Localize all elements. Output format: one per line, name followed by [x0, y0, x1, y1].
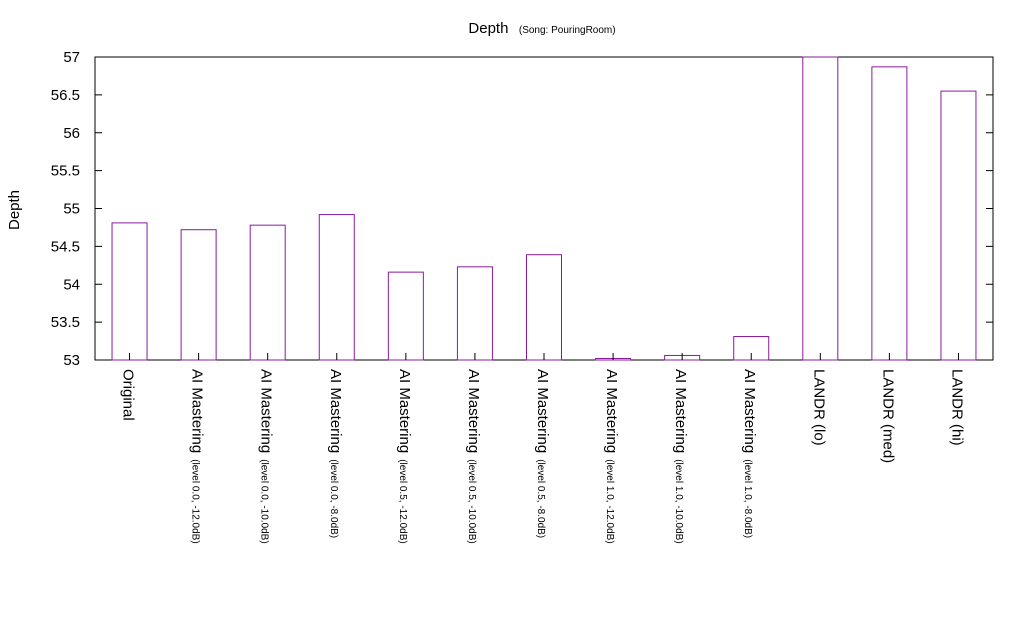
y-tick-label: 56.5: [51, 87, 80, 104]
x-tick-label-main: AI Mastering: [465, 369, 482, 453]
x-tick-label-sub: (level 0.5, -8.0dB): [535, 459, 546, 538]
x-tick-label: AI Mastering (level 1.0, -10.0dB): [672, 369, 689, 544]
bar: [940, 90, 977, 361]
x-tick-label-sub: (level 0.0, -8.0dB): [328, 459, 339, 538]
x-tick-label-main: AI Mastering: [741, 369, 758, 453]
y-tick-label: 55: [63, 201, 80, 218]
y-tick-label: 53.5: [51, 314, 80, 331]
x-tick-label-main: LANDR (med): [879, 369, 896, 463]
bar: [318, 214, 355, 361]
x-tick-label-sub: (level 1.0, -8.0dB): [742, 459, 753, 538]
bars-group: [111, 56, 977, 361]
y-tick-label: 54.5: [51, 238, 80, 255]
x-tick-label-main: AI Mastering: [672, 369, 689, 453]
y-axis: 53 53.5 54 54.5 55 55.5 56 56.5 57: [51, 49, 993, 369]
y-tick-label: 57: [63, 49, 80, 66]
x-tick-label-sub: (level 0.5, -10.0dB): [466, 459, 477, 543]
x-tick-label: LANDR (med): [879, 369, 896, 463]
x-tick-label-sub: (level 0.5, -12.0dB): [397, 459, 408, 544]
x-tick-label-sub: (level 1.0, -10.0dB): [673, 459, 684, 544]
y-tick-label: 53: [63, 352, 80, 369]
x-tick-label: AI Mastering (level 0.0, -8.0dB): [327, 369, 344, 538]
x-tick-label: AI Mastering (level 0.0, -10.0dB): [258, 369, 275, 544]
x-tick-label-main: LANDR (lo): [810, 369, 827, 446]
x-tick-label-sub: (level 1.0, -12.0dB): [604, 459, 615, 544]
chart-subtitle: (Song: PouringRoom): [519, 25, 616, 36]
bar: [180, 229, 217, 361]
x-tick-label-main: LANDR (hi): [948, 369, 965, 446]
x-tick-label: AI Mastering (level 0.5, -12.0dB): [396, 369, 413, 544]
x-tick-label-main: AI Mastering: [258, 369, 275, 453]
x-tick-label-main: AI Mastering: [534, 369, 551, 453]
bar: [456, 266, 493, 361]
x-tick-label-sub: (level 0.0, -10.0dB): [259, 459, 270, 544]
y-tick-label: 56: [63, 125, 80, 142]
x-tick-label: AI Mastering (level 1.0, -8.0dB): [741, 369, 758, 538]
x-tick-label: Original: [120, 369, 137, 421]
x-tick-label: LANDR (hi): [948, 369, 965, 446]
x-tick-label-main: AI Mastering: [327, 369, 344, 453]
bar: [111, 222, 148, 361]
bar: [526, 254, 562, 361]
x-tick-label-sub: (level 0.0, -12.0dB): [190, 459, 201, 544]
x-tick-label-main: Original: [120, 369, 137, 421]
chart-title-main: Depth: [468, 20, 508, 37]
x-tick-label: AI Mastering (level 0.5, -8.0dB): [534, 369, 551, 538]
plot-frame: [94, 56, 994, 361]
x-tick-label-main: AI Mastering: [603, 369, 620, 453]
x-tick-label: AI Mastering (level 0.5, -10.0dB): [465, 369, 482, 544]
x-tick-label: AI Mastering (level 0.0, -12.0dB): [189, 369, 206, 544]
chart-title: Depth (Song: PouringRoom): [468, 20, 615, 37]
bar: [871, 66, 908, 361]
x-tick-label: LANDR (lo): [810, 369, 827, 446]
bar: [802, 56, 839, 361]
x-tick-label-main: AI Mastering: [189, 369, 206, 453]
y-tick-label: 55.5: [51, 163, 80, 180]
x-tick-label: AI Mastering (level 1.0, -12.0dB): [603, 369, 620, 544]
y-tick-label: 54: [63, 276, 80, 293]
bar: [387, 271, 424, 361]
x-axis-labels: Original AI Mastering (level 0.0, -12.0dB)…: [120, 353, 965, 544]
bar: [249, 224, 286, 361]
x-tick-label-main: AI Mastering: [396, 369, 413, 453]
y-axis-label: Depth: [6, 190, 23, 230]
